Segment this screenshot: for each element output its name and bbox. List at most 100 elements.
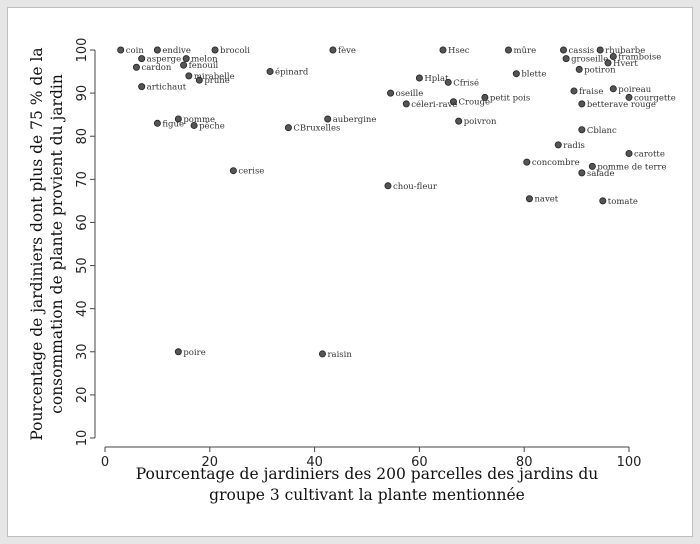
x-tick-label: 60 [411, 455, 428, 470]
data-point [384, 182, 392, 190]
point-label: Hvert [613, 59, 638, 69]
x-tick-label: 80 [516, 455, 533, 470]
point-label: betterave rouge [587, 100, 656, 110]
point-label: pêche [199, 120, 225, 131]
point-label: carotte [634, 149, 665, 159]
data-point [578, 100, 586, 108]
y-tick-label: 20 [75, 387, 90, 404]
point-label: Cblanc [587, 126, 617, 136]
point-label: Crouge [458, 98, 490, 108]
point-label: groseille [571, 55, 608, 65]
y-ticks: 10 20 30 40 50 60 70 80 90 100 [75, 38, 95, 447]
data-point [512, 70, 520, 78]
point-label: CBruxelles [293, 124, 340, 134]
point-label: Hsec [448, 46, 470, 56]
data-point [504, 46, 512, 54]
data-point [132, 63, 140, 71]
data-point [575, 65, 583, 73]
data-point [596, 46, 604, 54]
point-label: potiron [584, 65, 616, 75]
data-point [190, 121, 198, 129]
y-axis-title-line-1: Pourcentage de jardiniers dont plus de 7… [28, 47, 46, 440]
data-point [266, 68, 274, 76]
point-label: cassis [569, 46, 595, 56]
data-point [415, 74, 423, 82]
point-label: concombre [532, 158, 580, 168]
data-point [439, 46, 447, 54]
data-point [153, 46, 161, 54]
point-label: cardon [141, 63, 171, 73]
x-tick-label: 20 [202, 455, 219, 470]
point-label: oseille [396, 89, 424, 99]
point-label: fenouil [189, 61, 219, 71]
scatter-chart: 0 20 40 60 80 100 10 20 30 40 50 60 70 80 90 100 coin e… [28, 38, 676, 504]
point-label: petit pois [490, 93, 530, 103]
point-label: rhubarbe [605, 46, 645, 56]
data-point [182, 55, 190, 63]
y-tick-label: 80 [75, 128, 90, 145]
data-point [402, 100, 410, 108]
x-axis-title-line-1: Pourcentage de jardiniers des 200 parcel… [136, 465, 599, 483]
y-tick-label: 30 [75, 344, 90, 361]
y-axis-title-line-2: consommation de plante provient du jardi… [48, 74, 66, 414]
data-point [229, 167, 237, 175]
data-point [387, 89, 395, 97]
point-label: endive [162, 46, 191, 56]
axes [94, 50, 629, 448]
y-tick-label: 90 [75, 85, 90, 102]
point-label: Cfrisé [453, 77, 479, 88]
data-point [138, 83, 146, 91]
point-label: tomate [608, 197, 638, 207]
x-tick-label: 100 [617, 455, 642, 470]
y-tick-label: 100 [75, 38, 90, 63]
point-label: navet [534, 195, 558, 205]
point-label: prune [204, 76, 229, 86]
data-point [625, 149, 633, 157]
data-point [570, 87, 578, 95]
point-label: céleri-rave [411, 99, 457, 110]
data-point [318, 350, 326, 358]
data-point [324, 115, 332, 123]
point-label: blette [521, 70, 546, 80]
point-label: chou-fleur [393, 182, 438, 192]
point-label: pomme [183, 115, 215, 125]
y-tick-label: 10 [75, 430, 90, 447]
point-label: poireau [618, 85, 651, 95]
data-point [625, 93, 633, 101]
y-tick-label: 60 [75, 214, 90, 231]
data-points: coin endive brocoli fève Hsec mûre cassis rhuba… [117, 45, 676, 360]
data-point [211, 46, 219, 54]
y-tick-label: 40 [75, 300, 90, 317]
point-label: poire [183, 348, 205, 358]
x-tick-label: 40 [306, 455, 323, 470]
point-label: poivron [464, 117, 497, 127]
data-point [329, 46, 337, 54]
point-label: Hplat [424, 74, 449, 84]
point-label: pomme de terre [597, 162, 666, 172]
data-point [609, 85, 617, 93]
data-point [554, 141, 562, 149]
point-label: framboise [618, 52, 661, 62]
point-label: figue [162, 119, 184, 129]
data-point [578, 169, 586, 177]
data-point [284, 124, 292, 132]
data-point [153, 119, 161, 127]
point-label: salade [587, 169, 615, 179]
point-label: coin [126, 46, 145, 56]
point-label: melon [191, 55, 218, 65]
point-label: fève [338, 45, 356, 56]
point-label: courgette [634, 93, 676, 103]
data-point [174, 348, 182, 356]
data-point [455, 117, 463, 125]
x-ticks: 0 20 40 60 80 100 [101, 447, 642, 470]
data-point [117, 46, 125, 54]
point-label: raisin [327, 350, 352, 360]
y-tick-label: 70 [75, 171, 90, 188]
point-label: épinard [275, 67, 309, 78]
data-point [138, 55, 146, 63]
data-point [195, 76, 203, 84]
data-point [523, 158, 531, 166]
data-point [481, 93, 489, 101]
data-point [560, 46, 568, 54]
point-label: mirabelle [194, 72, 235, 82]
